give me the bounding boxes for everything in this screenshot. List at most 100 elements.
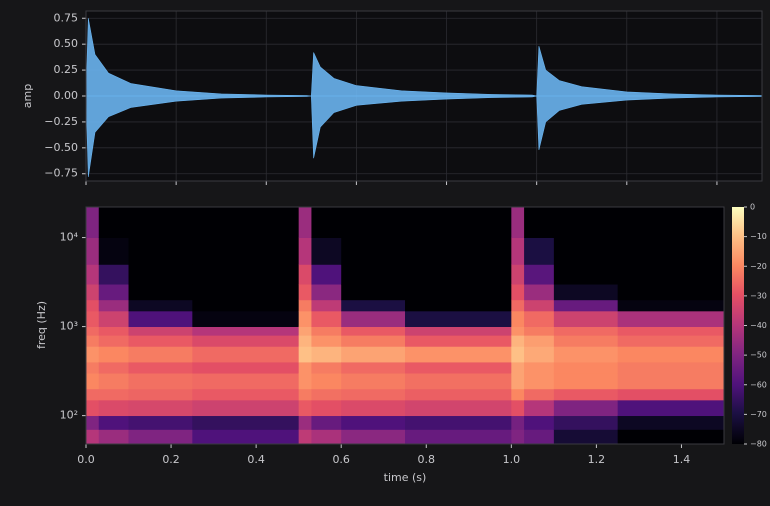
- spectrogram-cell: [553, 264, 619, 285]
- colorbar-tick-label: −30: [750, 291, 767, 300]
- spectrogram-cell: [341, 284, 406, 301]
- spectrogram-cell: [98, 346, 129, 363]
- spectrogram-cell: [311, 207, 342, 238]
- spectrogram-cell: [511, 326, 525, 336]
- spectrogram-cell: [405, 346, 512, 363]
- spectrogram-cell: [511, 335, 525, 347]
- spectrogram-cell: [98, 399, 129, 417]
- x-tick-label: 0.4: [247, 453, 265, 466]
- spectrogram-cell: [617, 388, 725, 401]
- spectrogram-cell: [524, 264, 555, 285]
- spectrogram-cell: [311, 429, 342, 445]
- spectrogram-cell: [405, 362, 512, 374]
- colorbar-tick-label: −60: [750, 380, 767, 389]
- spectrogram-cell: [405, 388, 512, 401]
- spectrogram-cell: [128, 310, 193, 327]
- spectrogram-cell: [511, 299, 525, 312]
- spectrogram-cell: [553, 310, 619, 327]
- spectrogram-cell: [524, 373, 555, 390]
- y-tick-label: 10⁴: [60, 231, 79, 244]
- spectrogram-cell: [311, 399, 342, 417]
- spectrogram-cell: [192, 373, 300, 390]
- spectrogram-cell: [98, 362, 129, 374]
- spectrogram-cell: [192, 399, 300, 417]
- spectrogram-cell: [298, 415, 312, 430]
- colorbar-tick-label: −50: [750, 351, 767, 360]
- spectrogram-cell: [617, 373, 725, 390]
- colorbar-tick-label: −40: [750, 321, 767, 330]
- spectrogram-cell: [405, 299, 512, 312]
- spectrogram-cell: [86, 362, 100, 374]
- spectrogram-cell: [192, 264, 300, 285]
- spectrogram-cell: [553, 429, 619, 445]
- axes-frame: [85, 206, 725, 445]
- spectrogram-cell: [86, 299, 100, 312]
- spectrogram-cell: [192, 362, 300, 374]
- spectrogram-cell: [341, 399, 406, 417]
- spectrogram-cell: [311, 415, 342, 430]
- spectrogram-cell: [524, 237, 555, 265]
- y-axis-label: amp: [21, 84, 34, 108]
- spectrogram-cell: [98, 299, 129, 312]
- x-tick-label: 0.8: [418, 453, 436, 466]
- spectrogram-cell: [511, 362, 525, 374]
- spectrogram-cell: [341, 415, 406, 430]
- spectrogram-cell: [298, 388, 312, 401]
- spectrogram-cell: [86, 264, 100, 285]
- colorbar-tick-label: 0: [750, 203, 755, 212]
- spectrogram-cell: [511, 284, 525, 301]
- y-tick-label: 0.25: [54, 63, 79, 76]
- spectrogram-cell: [553, 415, 619, 430]
- spectrogram-cell: [524, 310, 555, 327]
- spectrogram-cell: [192, 207, 300, 238]
- spectrogram-cell: [86, 237, 100, 265]
- y-tick-label: −0.50: [44, 141, 78, 154]
- spectrogram-cell: [617, 207, 725, 238]
- spectrogram-cell: [98, 326, 129, 336]
- spectrogram-cell: [405, 415, 512, 430]
- spectrogram-cell: [86, 207, 100, 238]
- x-tick-label: 0.2: [162, 453, 180, 466]
- spectrogram-cell: [98, 429, 129, 445]
- spectrogram-cell: [553, 399, 619, 417]
- spectrogram-cell: [311, 284, 342, 301]
- spectrogram-cell: [192, 429, 300, 445]
- spectrogram-cell: [405, 310, 512, 327]
- spectrogram-cell: [128, 207, 193, 238]
- spectrogram-cell: [524, 335, 555, 347]
- spectrogram-cell: [298, 237, 312, 265]
- spectrogram-cell: [341, 237, 406, 265]
- spectrogram-cell: [311, 388, 342, 401]
- spectrogram-cell: [341, 310, 406, 327]
- spectrogram-cell: [128, 335, 193, 347]
- spectrogram-cell: [405, 264, 512, 285]
- spectrogram-cell: [553, 326, 619, 336]
- spectrogram-cell: [617, 326, 725, 336]
- spectrogram-cell: [311, 310, 342, 327]
- spectrogram-cell: [98, 373, 129, 390]
- spectrogram-cell: [128, 326, 193, 336]
- spectrogram-cell: [86, 346, 100, 363]
- spectrogram-cell: [553, 362, 619, 374]
- spectrogram-cell: [405, 399, 512, 417]
- spectrogram-cell: [298, 299, 312, 312]
- spectrogram-cell: [128, 388, 193, 401]
- spectrogram-cell: [617, 346, 725, 363]
- spectrogram-cell: [311, 326, 342, 336]
- x-tick-label: 0.6: [332, 453, 350, 466]
- spectrogram-cell: [311, 346, 342, 363]
- spectrogram-cell: [553, 207, 619, 238]
- spectrogram-cell: [311, 237, 342, 265]
- spectrogram-cell: [311, 264, 342, 285]
- spectrogram-cell: [298, 264, 312, 285]
- spectrogram-cell: [192, 415, 300, 430]
- spectrogram-cell: [553, 284, 619, 301]
- spectrogram-cell: [341, 326, 406, 336]
- spectrogram-cell: [86, 429, 100, 445]
- spectrogram-cell: [298, 310, 312, 327]
- spectrogram-cell: [86, 399, 100, 417]
- spectrogram-cell: [128, 362, 193, 374]
- spectrogram-cell: [524, 207, 555, 238]
- spectrogram-cell: [311, 335, 342, 347]
- waveform-area: [85, 18, 763, 97]
